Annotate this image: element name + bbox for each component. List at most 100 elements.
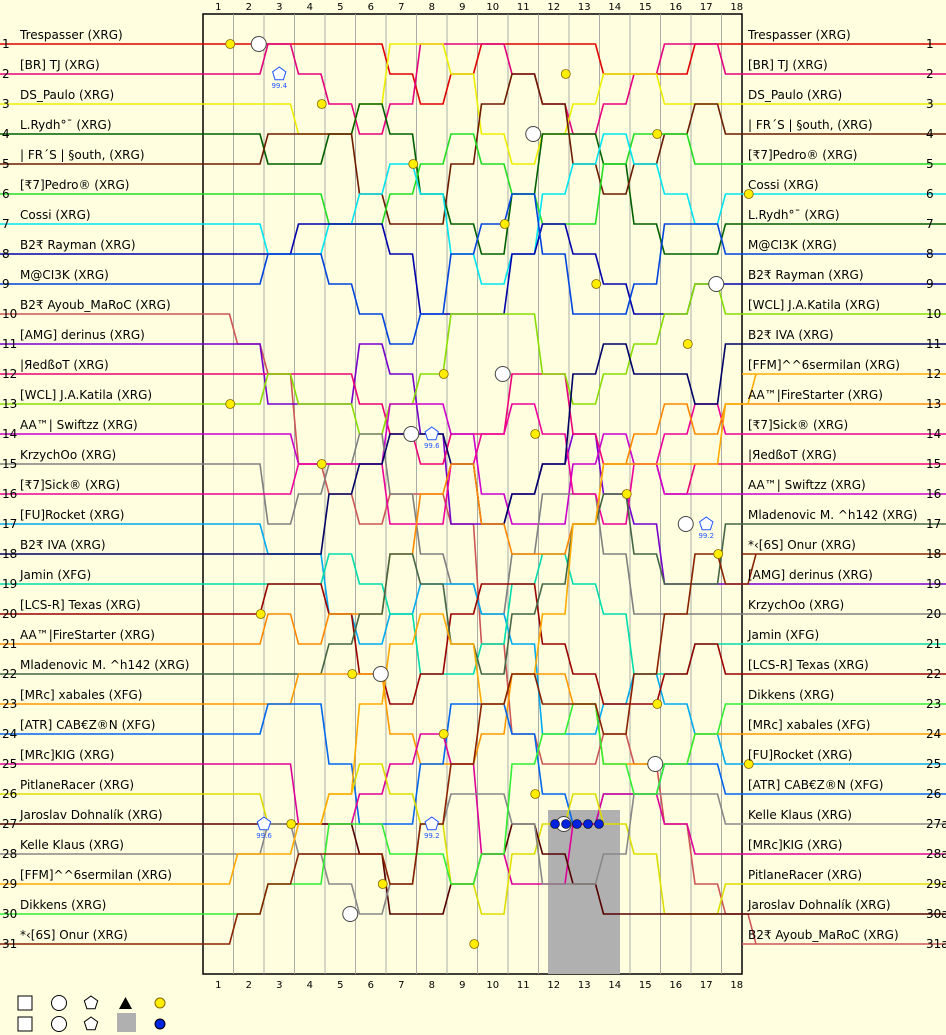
blue-dot bbox=[550, 819, 560, 829]
left-position-number: 1 bbox=[2, 37, 10, 51]
left-position-number: 4 bbox=[2, 127, 10, 141]
incident-dot bbox=[225, 399, 236, 409]
right-driver-label: [FFM]^^6sermilan (XRG) bbox=[748, 358, 900, 372]
right-position-number: 21 bbox=[926, 637, 941, 651]
lap-tick-label-top: 16 bbox=[669, 2, 682, 13]
right-position-number: 20 bbox=[926, 607, 941, 621]
right-driver-label: Jamin (XFG) bbox=[747, 628, 819, 642]
lap-tick-label-top: 15 bbox=[639, 2, 652, 13]
right-position-number: 8 bbox=[926, 247, 934, 261]
lap-tick-label-top: 6 bbox=[368, 2, 374, 13]
right-driver-label: [FU]Rocket (XRG) bbox=[748, 748, 852, 762]
right-position-number: 23 bbox=[926, 697, 941, 711]
lap-tick-label-top: 8 bbox=[429, 2, 435, 13]
right-position-number: 24 bbox=[926, 727, 941, 741]
right-driver-label: [LCS-R] Texas (XRG) bbox=[748, 658, 869, 672]
fastest-lap-marker bbox=[424, 426, 439, 441]
driver-line bbox=[0, 403, 946, 525]
left-driver-label: [AMG] derinus (XRG) bbox=[20, 328, 145, 342]
right-position-number: 9 bbox=[926, 277, 934, 291]
right-driver-label: Trespasser (XRG) bbox=[747, 28, 851, 42]
legend-triangle bbox=[119, 997, 132, 1009]
lap-tick-label-top: 14 bbox=[608, 2, 621, 13]
right-driver-label: [MRc]KIG (XRG) bbox=[748, 838, 842, 852]
blue-dot bbox=[561, 819, 571, 829]
driver-line bbox=[0, 103, 946, 255]
incident-dot bbox=[438, 729, 449, 739]
right-driver-label: |ЯedßoT (XRG) bbox=[748, 448, 837, 462]
incident-dot bbox=[560, 69, 571, 79]
left-driver-label: [FU]Rocket (XRG) bbox=[20, 508, 124, 522]
right-position-number: 18 bbox=[926, 547, 941, 561]
legend-pentagon bbox=[83, 1016, 99, 1031]
incident-dot bbox=[316, 99, 327, 109]
legend-square bbox=[17, 995, 33, 1011]
legend-blue-dot bbox=[154, 1018, 166, 1030]
left-driver-label: B2₹ IVA (XRG) bbox=[20, 538, 106, 552]
driver-line bbox=[0, 133, 946, 225]
left-driver-label: |ЯedßoT (XRG) bbox=[20, 358, 109, 372]
fastest-lap-label: 99.2 bbox=[424, 832, 440, 840]
legend bbox=[17, 995, 166, 1032]
left-driver-label: DS_Paulo (XRG) bbox=[20, 88, 114, 102]
lap-tick-label-top: 5 bbox=[337, 2, 343, 13]
lap-tick-label-bottom: 18 bbox=[730, 980, 743, 991]
right-driver-label: B2₹ IVA (XRG) bbox=[748, 328, 834, 342]
pit-stop-marker bbox=[494, 366, 511, 382]
fastest-lap-marker bbox=[256, 816, 272, 831]
left-position-number: 7 bbox=[2, 217, 10, 231]
fastest-lap-marker bbox=[699, 516, 714, 531]
driver-line bbox=[0, 583, 946, 705]
incident-dot bbox=[621, 489, 632, 499]
legend-yellow-dot bbox=[154, 997, 166, 1009]
lap-tick-label-bottom: 5 bbox=[337, 980, 343, 991]
lap-tick-label-top: 11 bbox=[517, 2, 530, 13]
left-driver-label: KrzychOo (XRG) bbox=[20, 448, 116, 462]
left-position-number: 9 bbox=[2, 277, 10, 291]
lap-tick-label-bottom: 10 bbox=[486, 980, 499, 991]
pit-stop-marker bbox=[677, 516, 694, 532]
lap-tick-label-top: 17 bbox=[700, 2, 713, 13]
pit-stop-marker bbox=[372, 666, 389, 682]
right-position-number: 6 bbox=[926, 187, 934, 201]
pit-stop-marker bbox=[342, 906, 359, 922]
right-driver-label: [ATR] CAB€Z®N (XFG) bbox=[748, 778, 883, 792]
lap-tick-label-bottom: 12 bbox=[547, 980, 560, 991]
incident-dot bbox=[530, 429, 541, 439]
lap-tick-label-bottom: 2 bbox=[246, 980, 252, 991]
driver-line bbox=[0, 493, 946, 675]
left-position-number: 23 bbox=[2, 697, 17, 711]
right-position-number: 17 bbox=[926, 517, 941, 531]
right-position-number: 1 bbox=[926, 37, 934, 51]
incident-dot bbox=[255, 609, 266, 619]
incident-dot bbox=[652, 699, 663, 709]
left-driver-label: M@CI3K (XRG) bbox=[20, 268, 109, 282]
driver-line bbox=[0, 283, 946, 435]
right-position-number: 26 bbox=[926, 787, 941, 801]
right-driver-label: AA™| Swiftzz (XRG) bbox=[748, 478, 866, 492]
pit-stop-marker bbox=[250, 36, 267, 52]
incident-dot bbox=[377, 879, 388, 889]
right-position-number: 4 bbox=[926, 127, 934, 141]
right-driver-label: [WCL] J.A.Katila (XRG) bbox=[748, 298, 880, 312]
right-position-number: 31a bbox=[926, 937, 946, 951]
lap-tick-label-bottom: 7 bbox=[398, 980, 404, 991]
right-position-number: 30a bbox=[926, 907, 946, 921]
right-position-number: 28a bbox=[926, 847, 946, 861]
right-position-number: 25 bbox=[926, 757, 941, 771]
driver-line bbox=[0, 43, 946, 135]
incident-dot bbox=[316, 459, 327, 469]
blue-dot bbox=[594, 819, 604, 829]
lap-tick-label-bottom: 1 bbox=[215, 980, 221, 991]
chart-grid: 1122334455667788991010111112121313141415… bbox=[202, 2, 743, 991]
lap-tick-label-bottom: 16 bbox=[669, 980, 682, 991]
left-position-number: 10 bbox=[2, 307, 17, 321]
lap-tick-label-bottom: 3 bbox=[276, 980, 282, 991]
left-driver-label: *‹[6S] Onur (XRG) bbox=[20, 928, 128, 942]
incident-dot bbox=[408, 159, 419, 169]
incident-dot bbox=[713, 549, 724, 559]
left-position-number: 18 bbox=[2, 547, 17, 561]
legend-grey-block bbox=[117, 1013, 136, 1032]
right-driver-label: Mladenovic M. ^h142 (XRG) bbox=[748, 508, 917, 522]
lap-tick-label-top: 18 bbox=[730, 2, 743, 13]
